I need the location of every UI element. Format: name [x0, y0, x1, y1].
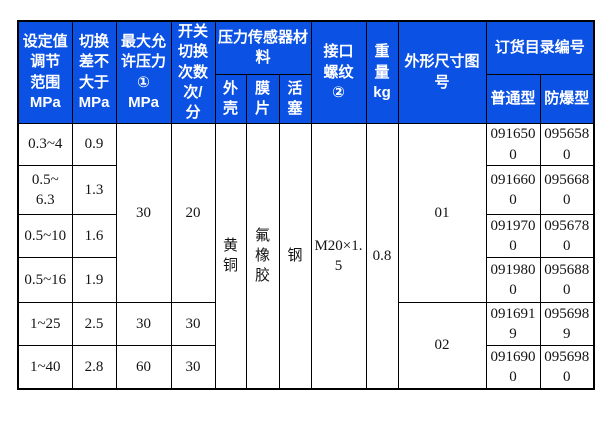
weight-value: 0.8: [365, 123, 399, 390]
range-r6: 1~40: [17, 344, 73, 390]
table-header: 设定值 调节 范围 MPa 切换 差不 大于 MPa 最大允 许压力 ① MPa…: [17, 20, 595, 125]
dimension-no-r1-4: 01: [397, 123, 487, 303]
range-r2: 0.5~ 6.3: [17, 164, 73, 215]
diff-r2: 1.3: [71, 164, 117, 215]
header-explosion-proof-type: 防爆型: [539, 73, 595, 125]
catalog-normal-r1: 0916500: [485, 123, 541, 166]
table-row: 1~25 2.5 30 30 02 0916919 0956989: [17, 301, 595, 390]
range-r1: 0.3~4: [17, 123, 73, 166]
header-dimension-drawing-no: 外形尺寸图 号: [397, 20, 487, 125]
max-pressure-r5: 30: [115, 301, 172, 346]
header-shell: 外 壳: [214, 73, 247, 125]
catalog-normal-r5: 0916919: [485, 301, 541, 346]
diff-r1: 0.9: [71, 123, 117, 166]
shell-material: 黄 铜: [214, 123, 247, 390]
header-piston: 活 塞: [278, 73, 312, 125]
header-diaphragm: 膜 片: [245, 73, 280, 125]
header-normal-type: 普通型: [485, 73, 541, 125]
header-sensor-material-group: 压力传感器材 料: [214, 20, 312, 75]
catalog-normal-r2: 0916600: [485, 164, 541, 215]
piston-material: 钢: [278, 123, 312, 390]
catalog-explosion-r1: 0956580: [539, 123, 595, 166]
table-row: 0.3~4 0.9 30 20 黄 铜 氟 橡 胶 钢 M20×1.5 0.8 …: [17, 123, 595, 390]
pressure-switch-spec-table: 设定值 调节 范围 MPa 切换 差不 大于 MPa 最大允 许压力 ① MPa…: [17, 20, 595, 391]
table-body: 0.3~4 0.9 30 20 黄 铜 氟 橡 胶 钢 M20×1.5 0.8 …: [17, 123, 595, 390]
diff-r3: 1.6: [71, 213, 117, 258]
header-set-range: 设定值 调节 范围 MPa: [17, 20, 73, 125]
diff-r4: 1.9: [71, 256, 117, 303]
header-max-pressure: 最大允 许压力 ① MPa: [115, 20, 172, 125]
diff-r6: 2.8: [71, 344, 117, 390]
switch-freq-r6: 30: [170, 344, 216, 390]
switch-freq-r5: 30: [170, 301, 216, 346]
dimension-no-r5-6: 02: [397, 301, 487, 390]
catalog-explosion-r6: 0956980: [539, 344, 595, 390]
diff-r5: 2.5: [71, 301, 117, 346]
header-switch-diff: 切换 差不 大于 MPa: [71, 20, 117, 125]
catalog-explosion-r3: 0956780: [539, 213, 595, 258]
table-row: 1~40 2.8 60 30 0916900 0956980: [17, 344, 595, 390]
catalog-explosion-r2: 0956680: [539, 164, 595, 215]
header-switch-freq: 开关 切换 次数 次/ 分: [170, 20, 216, 125]
diaphragm-material: 氟 橡 胶: [245, 123, 280, 390]
table-row: 0.5~10 1.6 0919700 0956780: [17, 213, 595, 258]
range-r3: 0.5~10: [17, 213, 73, 258]
catalog-normal-r3: 0919700: [485, 213, 541, 258]
header-weight: 重 量 kg: [365, 20, 399, 125]
catalog-normal-r6: 0916900: [485, 344, 541, 390]
switch-freq-r1-4: 20: [170, 123, 216, 303]
range-r5: 1~25: [17, 301, 73, 346]
header-catalog-group: 订货目录编号: [485, 20, 595, 75]
header-thread: 接口 螺纹 ②: [310, 20, 367, 125]
catalog-normal-r4: 0919800: [485, 256, 541, 303]
table-row: 0.5~ 6.3 1.3 0916600 0956680: [17, 164, 595, 215]
max-pressure-r1-4: 30: [115, 123, 172, 303]
catalog-explosion-r4: 0956880: [539, 256, 595, 303]
catalog-explosion-r5: 0956989: [539, 301, 595, 346]
range-r4: 0.5~16: [17, 256, 73, 303]
thread-spec: M20×1.5: [310, 123, 367, 390]
max-pressure-r6: 60: [115, 344, 172, 390]
